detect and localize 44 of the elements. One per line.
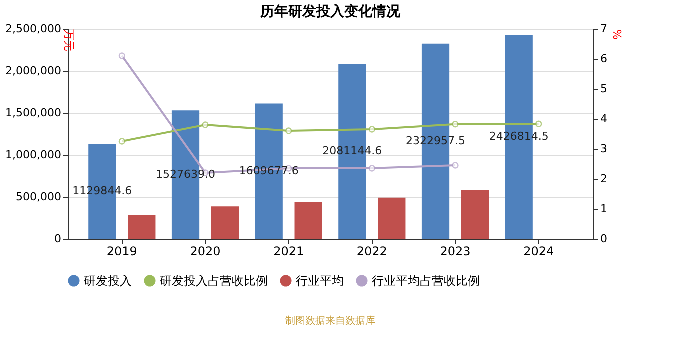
point: [368, 126, 376, 133]
bar: [378, 198, 406, 239]
x-tick-label: 2021: [274, 244, 304, 258]
y2-tick-label: 4: [600, 112, 608, 126]
bar: [211, 206, 240, 239]
data-label: 1609677.6: [239, 164, 299, 178]
y-axis-title: 万元: [62, 30, 76, 52]
y2-tick-label: 7: [600, 22, 608, 36]
x-tick-label: 2022: [356, 244, 388, 258]
legend-label: 行业平均占营收比例: [372, 274, 480, 288]
y-tick-label: 0: [54, 232, 62, 246]
legend-label: 研发投入占营收比例: [160, 274, 268, 288]
point: [452, 121, 459, 128]
y-tick-label: 1,500,000: [6, 106, 62, 120]
y-tick-label: 1,000,000: [6, 148, 62, 162]
point: [535, 120, 542, 128]
y-tick-label: 500,000: [16, 190, 62, 204]
y2-tick-label: 3: [600, 142, 608, 156]
point: [118, 138, 126, 145]
x-tick-label: 2024: [524, 244, 554, 258]
y2-tick-label: 5: [600, 82, 608, 96]
point: [452, 162, 459, 169]
y-tick-label: 2,500,000: [6, 22, 62, 36]
x-tick-label: 2020: [190, 244, 221, 258]
point: [202, 122, 209, 128]
chart-title: 历年研发投入变化情况: [260, 3, 402, 20]
x-tick-label: 2019: [106, 244, 138, 258]
bar: [461, 190, 490, 239]
data-label: 1527639.0: [156, 168, 216, 181]
point: [368, 165, 376, 172]
y2-axis-title: %: [610, 30, 624, 40]
legend-label: 研发投入: [84, 274, 132, 288]
y2-tick-label: 6: [600, 52, 608, 66]
point: [285, 128, 292, 134]
x-tick-label: 2023: [440, 244, 471, 258]
text: 制图数据来自数据库: [286, 315, 376, 327]
legend-label: 行业平均: [296, 274, 344, 288]
bar: [294, 202, 322, 239]
y2-tick-label: 2: [600, 172, 608, 186]
point: [118, 52, 126, 60]
y2-tick-label: 1: [600, 202, 608, 216]
y-tick-label: 2,000,000: [6, 64, 62, 78]
bar: [128, 215, 156, 239]
y2-tick-label: 0: [600, 232, 608, 246]
